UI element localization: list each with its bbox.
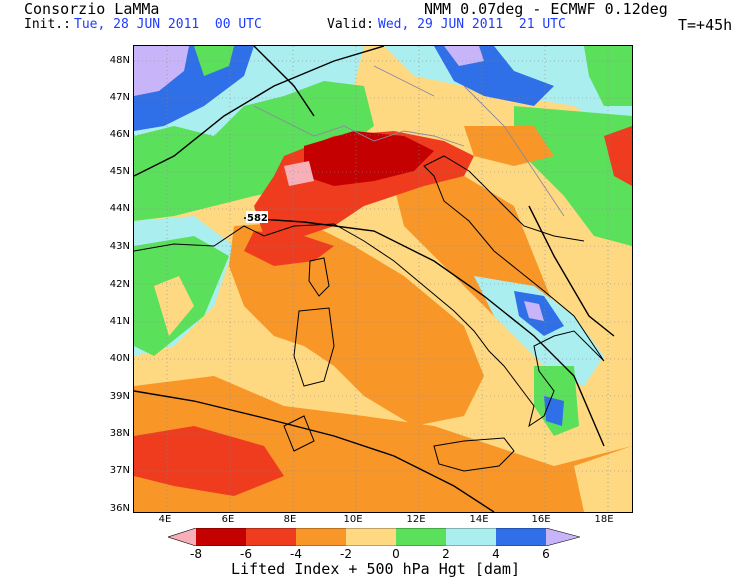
colorbar-swatch <box>396 528 446 546</box>
lat-label: 42N <box>109 279 130 290</box>
lon-label: 12E <box>406 514 426 525</box>
field-pink-spot <box>284 161 314 186</box>
borders <box>253 65 565 217</box>
colorbar-tick-label: -8 <box>190 547 202 561</box>
forecast-step: T=+45h <box>678 16 733 34</box>
coastlines <box>134 155 605 472</box>
lon-label: 8E <box>283 514 297 525</box>
colorbar-swatch <box>246 528 296 546</box>
field-lavender-nw <box>134 46 189 96</box>
field-orange-adriatic <box>464 126 554 166</box>
field-orange-tyrrhenian <box>229 221 484 426</box>
model-title: NMM 0.07deg - ECMWF 0.12deg <box>424 0 668 18</box>
lat-label: 44N <box>109 203 130 214</box>
sicily-coast <box>433 437 515 472</box>
italy-coast <box>134 155 605 428</box>
colorbar-title: Lifted Index + 500 hPa Hgt [dam] <box>231 560 520 578</box>
colorbar-swatch <box>496 528 546 546</box>
lat-label: 43N <box>109 241 130 252</box>
colorbar-swatch <box>546 528 580 546</box>
contour-label: 582 <box>247 213 268 224</box>
lifted-index-map: 582 <box>133 45 633 513</box>
colorbar-swatch <box>296 528 346 546</box>
corsica-coast <box>308 257 330 297</box>
lat-label: 48N <box>109 55 130 66</box>
organization-title: Consorzio LaMMa <box>24 0 160 18</box>
colorbar-tick-label: 2 <box>442 547 450 561</box>
lon-label: 6E <box>221 514 235 525</box>
lon-label: 16E <box>531 514 551 525</box>
field-darkred-po <box>304 131 434 186</box>
valid-time: Wed, 29 JUN 2011 21 UTC <box>378 17 566 32</box>
lon-label: 14E <box>469 514 489 525</box>
field-green-ne <box>584 46 632 106</box>
lon-label: 4E <box>158 514 172 525</box>
colorbar-tick-label: 4 <box>492 547 500 561</box>
colorbar-swatch <box>346 528 396 546</box>
lat-label: 47N <box>109 92 130 103</box>
colorbar-tick-label: -4 <box>290 547 302 561</box>
field-yellow-se <box>574 446 632 512</box>
colorbar <box>168 528 580 546</box>
valid-label: Valid: <box>327 17 374 32</box>
lat-label: 36N <box>109 503 130 514</box>
lat-label: 45N <box>109 166 130 177</box>
colorbar-tick-label: 6 <box>542 547 550 561</box>
field-lavender-apulia <box>524 301 544 321</box>
colorbar-tick-label: -6 <box>240 547 252 561</box>
init-time: Tue, 28 JUN 2011 00 UTC <box>74 17 262 32</box>
field-red-ligurian <box>244 231 334 266</box>
colorbar-swatch <box>168 528 196 546</box>
field-red-east <box>604 126 632 186</box>
lon-label: 18E <box>594 514 614 525</box>
height-contours <box>134 46 615 512</box>
field-yellow-spot <box>154 276 194 336</box>
lat-label: 46N <box>109 129 130 140</box>
lat-label: 41N <box>109 316 130 327</box>
sardinia-coast <box>293 307 335 387</box>
lat-label: 39N <box>109 391 130 402</box>
colorbar-swatch <box>196 528 246 546</box>
contour-label-box <box>246 211 268 223</box>
lat-label: 37N <box>109 465 130 476</box>
lat-label: 40N <box>109 353 130 364</box>
map-graticule <box>134 46 632 512</box>
lat-label: 38N <box>109 428 130 439</box>
colorbar-tick-label: 0 <box>392 547 400 561</box>
field-red-sw <box>134 426 284 496</box>
colorbar-tick-label: -2 <box>340 547 352 561</box>
colorbar-swatch <box>446 528 496 546</box>
lon-label: 10E <box>343 514 363 525</box>
map-svg: 582 <box>134 46 632 512</box>
tunisia-coast <box>283 415 315 452</box>
init-label: Init.: <box>24 17 71 32</box>
